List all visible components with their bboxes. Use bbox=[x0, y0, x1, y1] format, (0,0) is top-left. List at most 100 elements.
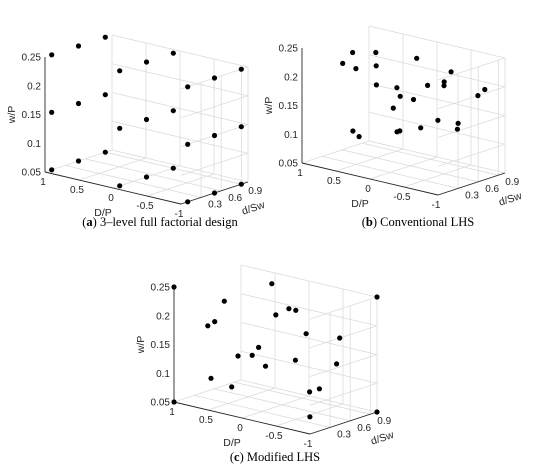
grid-line bbox=[180, 152, 249, 176]
panel-a-3d-scatter: 1 0.5 0 -0.5 -1 0.3 0.6 0.9 0.05 0.1 0.15 0.2 0.25 D/… bbox=[6, 34, 267, 220]
scatter-point bbox=[390, 105, 396, 111]
x-axis-line bbox=[173, 401, 311, 435]
scatter-point bbox=[211, 132, 218, 139]
x-tick-label: 0 bbox=[237, 423, 243, 434]
grid-line bbox=[146, 173, 215, 197]
scatter-point bbox=[303, 331, 309, 337]
scatter-point bbox=[286, 306, 292, 312]
z-tick-label: 0.05 bbox=[22, 168, 42, 179]
caption-a: (a) 3–level full factorial design bbox=[82, 215, 238, 229]
z-tick-label: 0.2 bbox=[284, 72, 298, 83]
grid-line bbox=[234, 381, 371, 415]
scatter-point bbox=[238, 66, 244, 72]
x-tick-label: 1 bbox=[297, 168, 303, 179]
grid-line bbox=[85, 158, 222, 192]
scatter-point bbox=[373, 82, 379, 88]
x-tick-label: -0.5 bbox=[393, 192, 411, 203]
scatter-point bbox=[102, 34, 108, 40]
scatter-point bbox=[143, 116, 150, 123]
z-tick-label: 0.25 bbox=[279, 44, 299, 55]
scatter-point bbox=[350, 128, 356, 134]
caption-b: (b) Conventional LHS bbox=[362, 215, 475, 229]
scatter-point bbox=[350, 49, 356, 56]
x-tick-label: 0.5 bbox=[70, 185, 84, 196]
scatter-point bbox=[374, 294, 380, 300]
z-tick-label: 0.2 bbox=[156, 311, 170, 322]
grid-line bbox=[309, 325, 378, 349]
scatter-point bbox=[435, 117, 441, 123]
y-axis-line bbox=[437, 172, 506, 196]
grid-line bbox=[214, 388, 351, 422]
caption-c: (c) Modified LHS bbox=[230, 450, 320, 464]
scatter-point bbox=[49, 167, 55, 173]
z-tick-label: 0.25 bbox=[151, 283, 171, 294]
y-tick-label: 0.9 bbox=[377, 416, 391, 427]
grid-line bbox=[241, 395, 310, 419]
scatter-point bbox=[221, 298, 227, 304]
scatter-point bbox=[211, 190, 218, 196]
z-tick-label: 0.1 bbox=[27, 139, 41, 150]
scatter-point bbox=[143, 59, 150, 65]
z-tick-label: 0.05 bbox=[151, 398, 171, 409]
x-tick-label: -0.5 bbox=[265, 431, 283, 442]
grid-line bbox=[342, 149, 479, 183]
x-tick-label: -1 bbox=[304, 439, 313, 450]
scatter-point bbox=[117, 183, 123, 189]
grid-line bbox=[111, 92, 249, 125]
x-tick-label: 0.5 bbox=[199, 415, 213, 426]
grid-line bbox=[78, 157, 147, 181]
z-axis-label: w/P bbox=[6, 106, 18, 125]
scatter-point bbox=[448, 69, 454, 75]
grid-line bbox=[301, 140, 370, 164]
y-tick-label: 0.3 bbox=[337, 429, 351, 440]
grid-line bbox=[173, 379, 242, 403]
panel-c-3d-scatter: 1 0.5 0 -0.5 -1 0.3 0.6 0.9 0.05 0.1 0.15 0.2 0.25 D/… bbox=[135, 264, 396, 450]
grid-line bbox=[335, 148, 404, 172]
scatter-point bbox=[185, 199, 191, 205]
z-tick-label: 0.15 bbox=[279, 101, 299, 112]
grid-line bbox=[437, 115, 506, 138]
scatter-point bbox=[102, 149, 108, 155]
scatter-point bbox=[170, 108, 176, 114]
y-axis-label: d/Sw bbox=[369, 429, 395, 448]
scatter-point bbox=[307, 414, 313, 420]
scatter-point bbox=[235, 353, 241, 359]
scatter-point bbox=[249, 352, 255, 358]
scatter-point bbox=[171, 399, 177, 405]
x-tick-label: 0 bbox=[365, 184, 371, 195]
z-tick-label: 0.05 bbox=[279, 159, 299, 170]
grid-line bbox=[437, 86, 506, 110]
scatter-point bbox=[397, 93, 403, 99]
grid-line bbox=[368, 83, 506, 116]
scatter-point bbox=[418, 125, 424, 131]
scatter-point bbox=[117, 68, 123, 74]
scatter-point bbox=[454, 126, 460, 132]
grid-line bbox=[240, 293, 378, 327]
scatter-point bbox=[229, 384, 235, 390]
grid-line bbox=[369, 156, 438, 180]
x-axis-label: D/P bbox=[94, 207, 112, 219]
x-tick-label: -1 bbox=[175, 209, 184, 220]
grid-line bbox=[180, 95, 249, 119]
x-tick-label: 1 bbox=[169, 407, 175, 418]
grid-line bbox=[240, 350, 378, 384]
scatter-point bbox=[414, 55, 420, 61]
grid-line bbox=[240, 264, 378, 298]
scatter-point bbox=[102, 92, 108, 98]
scatter-point bbox=[170, 50, 176, 56]
grid-line bbox=[362, 142, 499, 176]
x-axis-line bbox=[301, 162, 439, 196]
scatter-point bbox=[425, 82, 431, 88]
scatter-point bbox=[262, 363, 269, 369]
grid-line bbox=[437, 57, 506, 81]
z-axis-label: w/P bbox=[135, 336, 147, 355]
grid-line bbox=[240, 322, 378, 355]
y-tick-label: 0.6 bbox=[485, 184, 499, 195]
scatter-point bbox=[373, 63, 379, 69]
z-tick-label: 0.15 bbox=[22, 110, 42, 121]
scatter-point bbox=[356, 134, 362, 140]
scatter-point bbox=[143, 174, 150, 180]
z-tick-label: 0.2 bbox=[27, 81, 41, 92]
scatter-point bbox=[238, 181, 244, 187]
scatter-point bbox=[293, 307, 299, 313]
